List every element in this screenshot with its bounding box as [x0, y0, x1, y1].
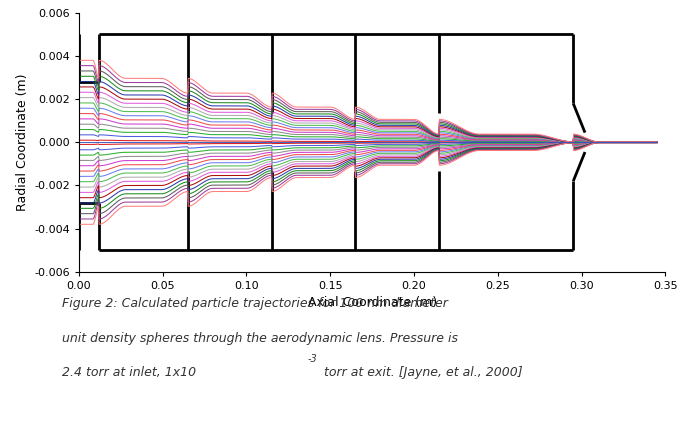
X-axis label: Axial Coordinate (m): Axial Coordinate (m) — [307, 296, 437, 309]
Text: unit density spheres through the aerodynamic lens. Pressure is: unit density spheres through the aerodyn… — [62, 332, 458, 345]
Text: -3: -3 — [307, 354, 317, 364]
Text: 2.4 torr at inlet, 1x10: 2.4 torr at inlet, 1x10 — [62, 366, 196, 379]
Text: torr at exit. [Jayne, et al., 2000]: torr at exit. [Jayne, et al., 2000] — [320, 366, 522, 379]
Text: Figure 2: Calculated particle trajectories for 100 nm diameter: Figure 2: Calculated particle trajectori… — [62, 297, 447, 310]
Y-axis label: Radial Coordinate (m): Radial Coordinate (m) — [16, 74, 29, 211]
